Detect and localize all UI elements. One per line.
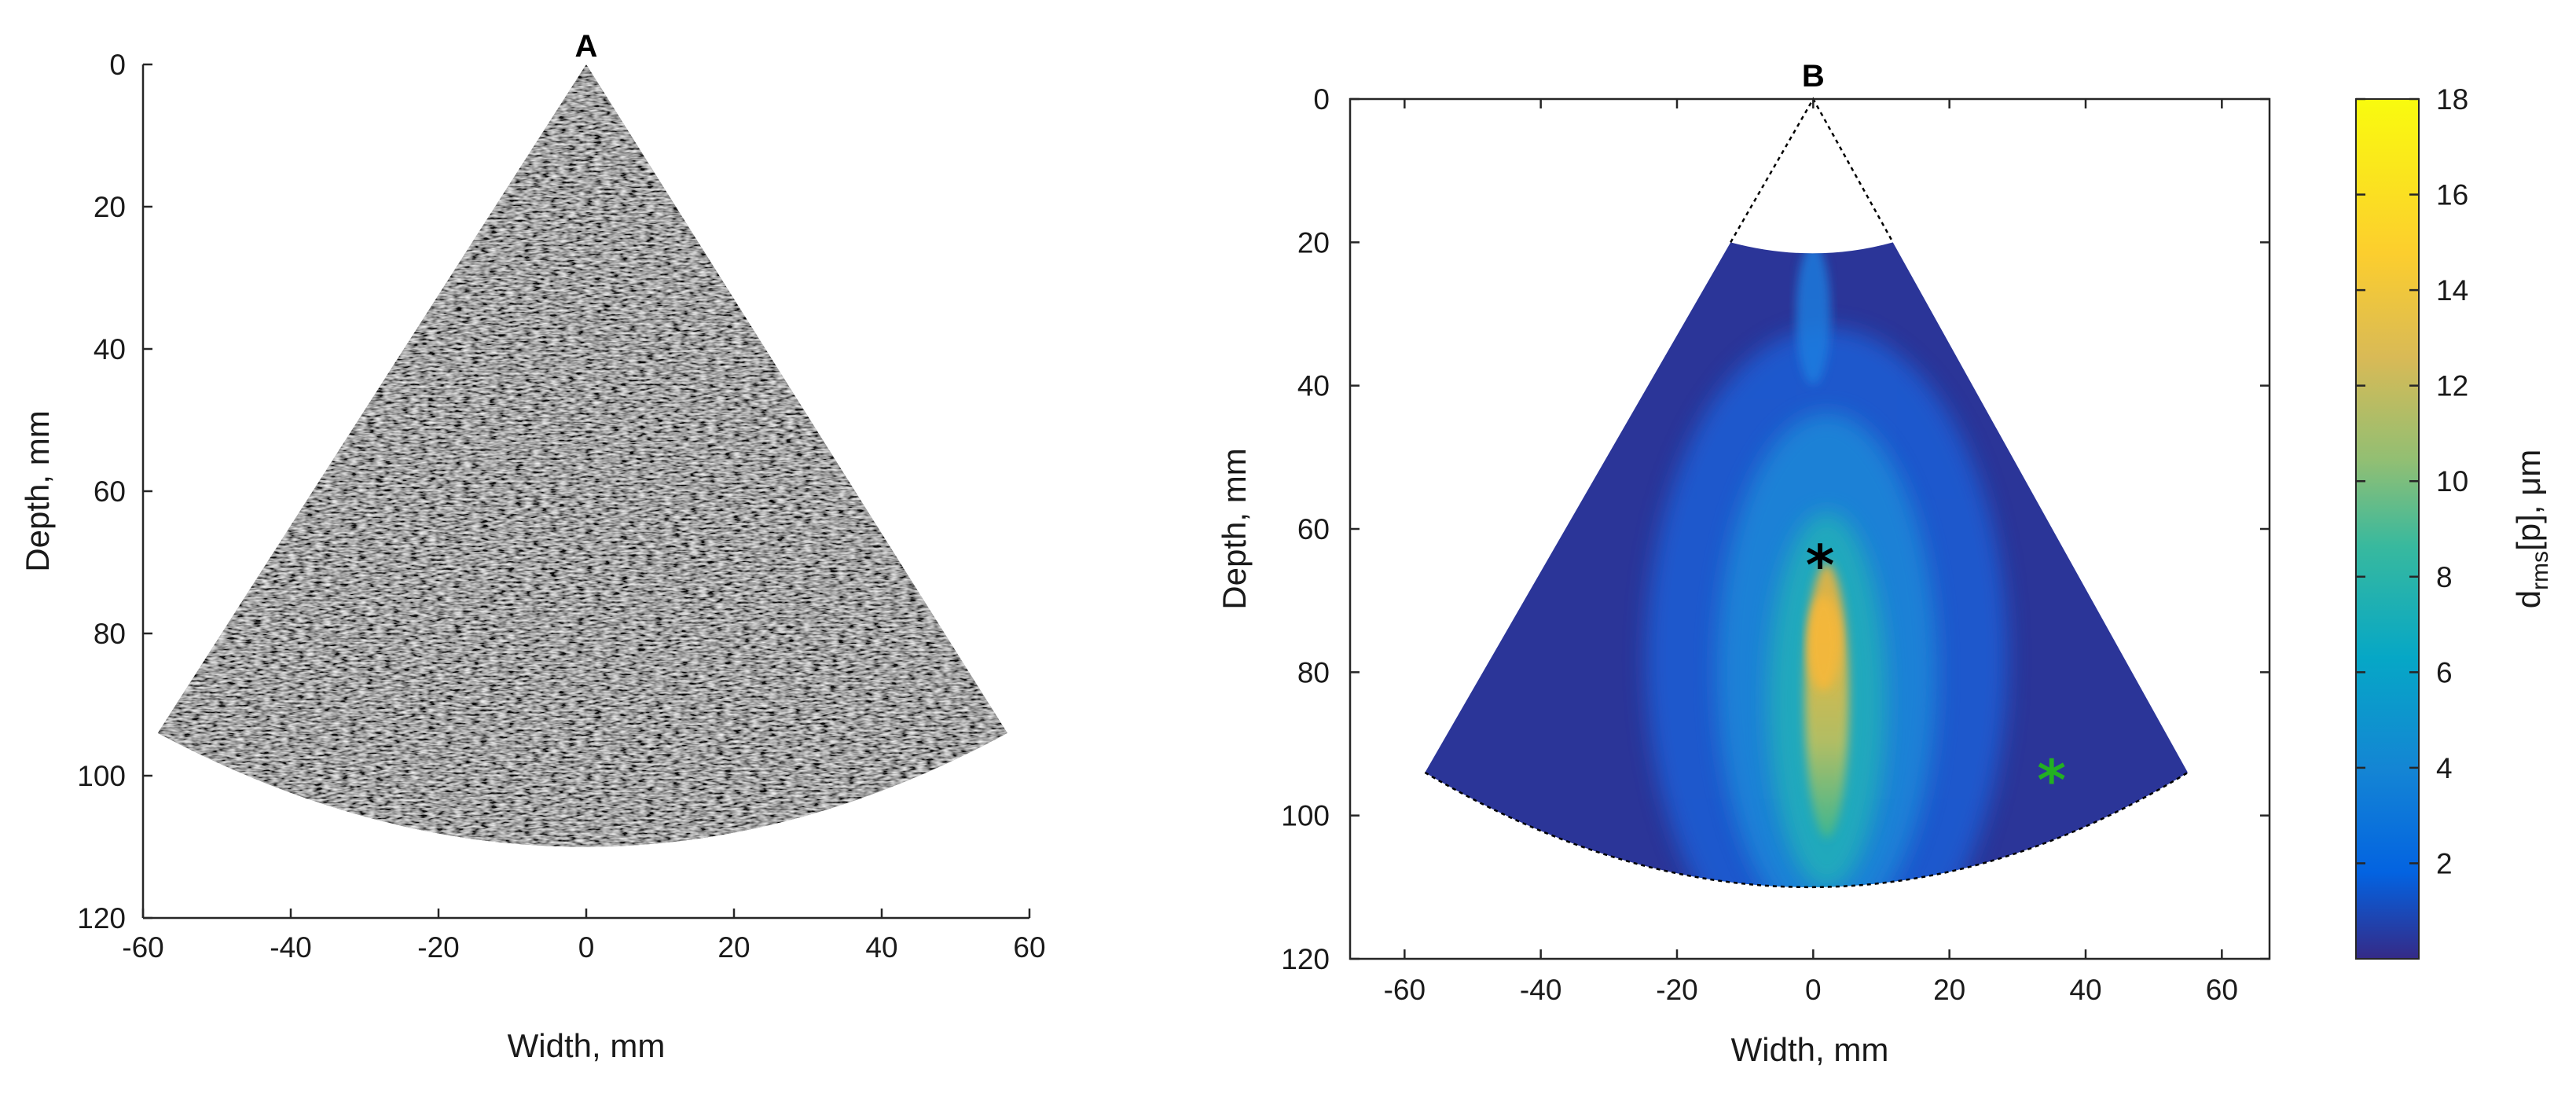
panel-a-x-tick-label: 60 <box>1013 931 1045 964</box>
panel-b-x-tick-label: -20 <box>1656 974 1697 1006</box>
panel-b-y-tick-label: 60 <box>1297 513 1330 545</box>
colorbar-label-sub: rms <box>2527 551 2553 590</box>
colorbar: 2 4 6 8 10 12 14 16 18 drms[p], μm <box>2355 83 2553 960</box>
star-marker: * <box>1806 534 1835 598</box>
panel-b-x-tick-label: 40 <box>2069 974 2101 1006</box>
panel-a-y-tick-label: 120 <box>77 902 126 934</box>
colorbar-tick-label: 14 <box>2436 274 2468 307</box>
colorbar-tick-label: 18 <box>2436 83 2468 116</box>
panel-b-y-tick-label: 120 <box>1281 943 1330 975</box>
axes-b: -60 -40 -20 0 20 40 60 0 20 40 60 80 100 120 <box>1281 83 2271 1006</box>
panel-b-y-axis-label: Depth, mm <box>1216 448 1253 609</box>
colorbar-tick-label: 8 <box>2436 561 2453 593</box>
near-field-outline <box>1730 97 1894 243</box>
colorbar-tick-label: 16 <box>2436 179 2468 211</box>
colorbar-label-main: d <box>2510 590 2547 608</box>
panel-a-y-tick-label: 0 <box>109 49 126 81</box>
colorbar-tick-label: 10 <box>2436 465 2468 497</box>
colorbar-gradient <box>2355 98 2420 960</box>
colorbar-tick-label: 6 <box>2436 656 2453 688</box>
colorbar-tick-label: 2 <box>2436 847 2453 879</box>
panel-a-x-tick-label: 20 <box>717 931 750 964</box>
panel-a-x-tick-label: 40 <box>865 931 897 964</box>
axes-a: -60 -40 -20 0 20 40 60 0 20 40 60 80 100 120 <box>77 49 1045 964</box>
colorbar-label: drms[p], μm <box>2510 450 2553 609</box>
colorbar-ticks: 2 4 6 8 10 12 14 16 18 <box>2356 83 2468 879</box>
panel-a-title: A <box>575 29 598 64</box>
ultrasound-image-a <box>157 64 1007 847</box>
panel-a-y-axis-label: Depth, mm <box>19 410 56 571</box>
panel-a-x-tick-label: -40 <box>270 931 311 964</box>
panel-a-y-tick-label: 80 <box>94 618 126 650</box>
plume-core-peak <box>1807 596 1840 691</box>
panel-b-y-tick-label: 40 <box>1297 370 1330 402</box>
colorbar-tick-label: 12 <box>2436 370 2468 402</box>
panel-a-x-tick-label: -60 <box>122 931 163 964</box>
panel-b-x-tick-label: 0 <box>1805 974 1822 1006</box>
colorbar-label-rest: [p], μm <box>2510 450 2547 551</box>
panel-b-title: B <box>1802 59 1825 94</box>
speckle-texture <box>157 64 1007 847</box>
plume-top-streak <box>1796 243 1831 385</box>
panel-a-y-tick-label: 100 <box>77 760 126 792</box>
panel-a: -60 -40 -20 0 20 40 60 0 20 40 60 80 100 120 A Width,… <box>19 29 1046 1064</box>
panel-b-x-tick-label: 20 <box>1933 974 1965 1006</box>
panel-a-x-tick-label: -20 <box>417 931 459 964</box>
star-marker: * <box>2037 748 2066 813</box>
panel-a-x-axis-label: Width, mm <box>508 1027 666 1064</box>
panel-b-x-tick-label: -40 <box>1520 974 1561 1006</box>
panel-a-y-tick-label: 40 <box>94 333 126 365</box>
panel-b-x-tick-label: 60 <box>2206 974 2238 1006</box>
far-field-outline <box>1424 771 2189 888</box>
panel-a-y-tick-label: 60 <box>94 475 126 508</box>
markers-b: ** <box>1806 534 2066 813</box>
panel-a-x-tick-label: 0 <box>578 931 595 964</box>
panel-a-y-tick-label: 20 <box>94 191 126 223</box>
colorbar-tick-label: 4 <box>2436 752 2453 784</box>
panel-b-x-axis-label: Width, mm <box>1731 1031 1889 1068</box>
panel-b-y-tick-label: 100 <box>1281 800 1330 832</box>
panel-b-x-tick-label: -60 <box>1384 974 1426 1006</box>
panel-b-y-tick-label: 0 <box>1313 83 1330 116</box>
panel-b-y-tick-label: 80 <box>1297 656 1330 688</box>
panel-b-y-tick-label: 20 <box>1297 226 1330 259</box>
